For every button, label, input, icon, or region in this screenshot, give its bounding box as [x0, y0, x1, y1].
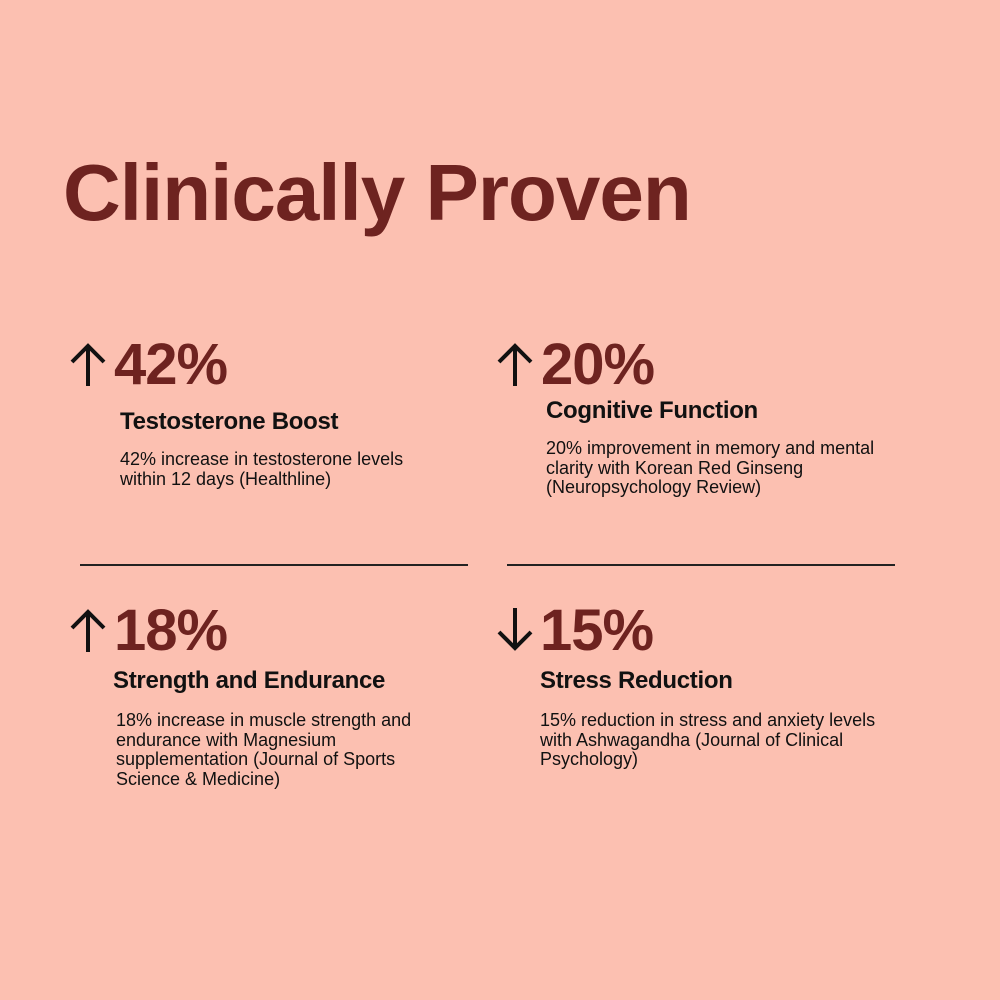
stat-description: 20% improvement in memory and mental cla… — [546, 438, 875, 497]
stat-value: 20% — [541, 332, 655, 397]
stat-value: 15% — [540, 598, 654, 663]
stat-value: 18% — [114, 598, 228, 663]
page-title: Clinically Proven — [63, 148, 692, 237]
stat-description: 42% increase in testosterone levels with… — [120, 449, 404, 489]
stat-heading: Strength and Endurance — [113, 667, 386, 694]
stat-value: 42% — [114, 332, 228, 397]
arrow-up-icon — [497, 343, 533, 386]
divider — [80, 564, 468, 566]
stat-heading: Testosterone Boost — [120, 408, 339, 435]
arrow-up-icon — [70, 343, 106, 386]
arrow-down-icon — [497, 608, 533, 651]
arrow-up-icon — [70, 609, 106, 652]
stat-heading: Cognitive Function — [546, 397, 758, 424]
stat-heading: Stress Reduction — [540, 667, 733, 694]
divider — [507, 564, 895, 566]
stat-description: 15% reduction in stress and anxiety leve… — [540, 710, 876, 769]
stat-description: 18% increase in muscle strength and endu… — [116, 710, 412, 789]
